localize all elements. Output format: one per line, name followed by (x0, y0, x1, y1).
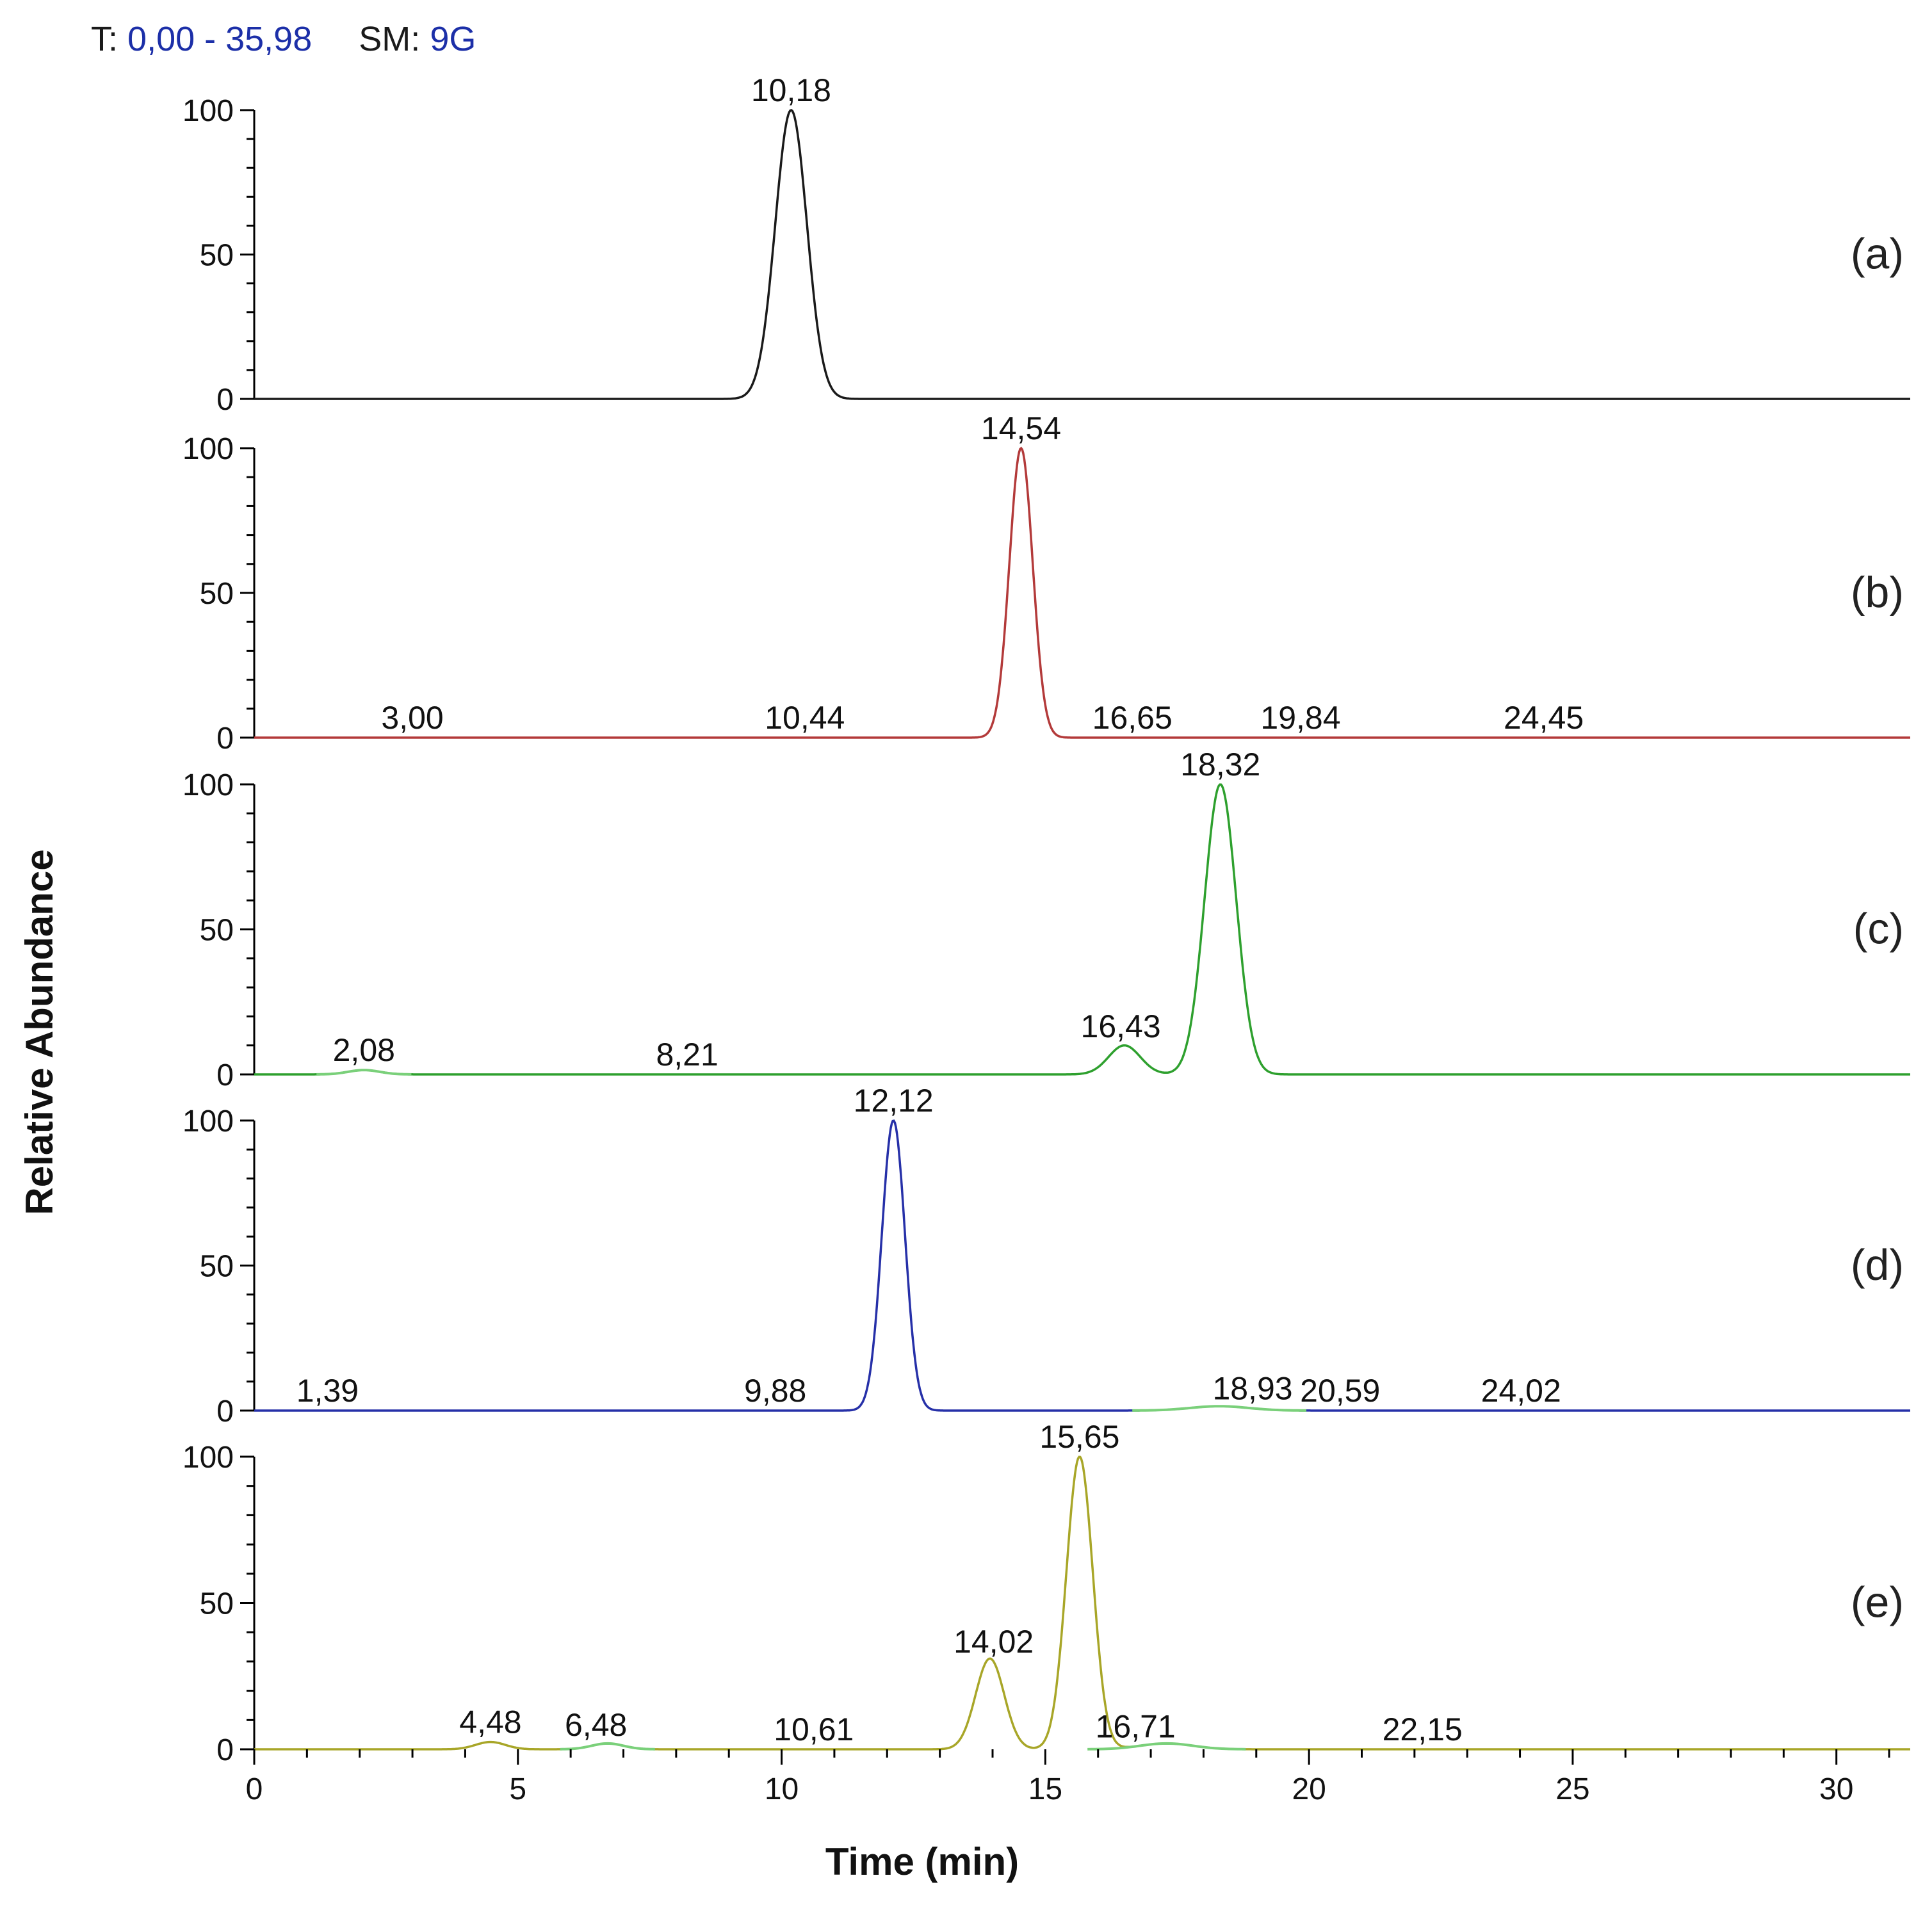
x-tick-label: 10 (765, 1772, 799, 1806)
x-tick-label: 15 (1028, 1772, 1062, 1806)
y-tick-label: 0 (216, 722, 234, 756)
minor-peak-mark (316, 1069, 412, 1076)
peak-rt-label: 16,65 (1092, 700, 1173, 736)
minor-peak-mark (1087, 1742, 1246, 1751)
y-tick-label: 100 (183, 1441, 234, 1475)
y-tick-label: 50 (200, 914, 234, 948)
peak-rt-label: 24,45 (1504, 700, 1584, 736)
panel-tag: (e) (1851, 1578, 1904, 1627)
peak-rt-label: 1,39 (296, 1373, 359, 1409)
peak-rt-label: 24,02 (1481, 1373, 1561, 1409)
peak-rt-label: 16,43 (1081, 1008, 1161, 1044)
y-tick-label: 0 (216, 1733, 234, 1767)
x-tick-label: 0 (246, 1772, 263, 1806)
trace-line (254, 783, 1910, 1076)
x-tick-label: 30 (1819, 1772, 1853, 1806)
peak-rt-label: 14,02 (954, 1624, 1034, 1660)
panel-c: 0 50 100 18,32 16,43 2,08 8,21 (c) (183, 747, 1910, 1092)
rt-range-key: T: (91, 20, 118, 58)
smoothing-value: 9G (430, 20, 476, 58)
panel-tag: (a) (1851, 230, 1904, 279)
rt-range-value: 0,00 - 35,98 (127, 20, 313, 58)
y-tick-label: 100 (183, 1105, 234, 1138)
x-tick-label: 20 (1292, 1772, 1326, 1806)
y-axis-title: Relative Abundance (18, 849, 61, 1215)
peak-rt-label: 18,32 (1180, 747, 1260, 782)
smoothing-key: SM: (359, 20, 421, 58)
y-tick-label: 0 (216, 1395, 234, 1428)
y-tick-label: 50 (200, 1587, 234, 1621)
trace-line (254, 1455, 1910, 1751)
peak-rt-label: 8,21 (656, 1037, 718, 1072)
minor-peak-mark (1132, 1405, 1306, 1412)
peak-rt-label: 6,48 (565, 1707, 627, 1743)
peak-rt-label: 20,59 (1300, 1373, 1380, 1409)
trace-line (254, 109, 1910, 400)
peak-rt-label: 22,15 (1383, 1712, 1463, 1747)
peak-rt-label: 4,48 (459, 1704, 521, 1740)
peak-rt-label: 12,12 (854, 1083, 934, 1119)
trace-line (254, 1119, 1910, 1412)
peak-rt-label: 16,71 (1096, 1708, 1176, 1744)
trace-line (254, 446, 1910, 739)
peak-rt-label: 18,93 (1212, 1370, 1292, 1406)
y-tick-label: 100 (183, 768, 234, 802)
y-tick-label: 50 (200, 1250, 234, 1284)
panel-b: 0 50 100 14,54 3,00 10,44 16,65 19,84 24,45 (b) (183, 410, 1910, 756)
peak-rt-label: 19,84 (1260, 700, 1340, 736)
x-axis: 0 5 10 15 20 25 30 (246, 1749, 1890, 1806)
panel-tag: (b) (1851, 568, 1904, 617)
y-tick-label: 0 (216, 1058, 234, 1092)
peak-rt-label: 2,08 (333, 1032, 395, 1068)
peak-rt-label: 10,44 (765, 700, 845, 736)
y-tick-label: 0 (216, 383, 234, 417)
x-tick-label: 25 (1555, 1772, 1589, 1806)
peak-rt-label: 10,61 (774, 1712, 854, 1747)
peak-rt-label: 15,65 (1039, 1419, 1119, 1455)
acquisition-header: T: 0,00 - 35,98 SM: 9G (91, 19, 476, 59)
y-tick-label: 50 (200, 577, 234, 611)
peak-rt-label: 3,00 (381, 700, 443, 736)
panel-tag: (c) (1853, 905, 1904, 953)
peak-rt-label: 9,88 (744, 1373, 806, 1409)
y-tick-label: 100 (183, 94, 234, 128)
panel-e: 0 50 100 15,65 14,02 4,48 6,48 10,61 16,71 22,15 (… (183, 1419, 1910, 1767)
y-tick-label: 100 (183, 432, 234, 466)
peak-rt-label: 10,18 (751, 72, 831, 108)
panel-d: 0 50 100 12,12 1,39 9,88 18,93 20,59 24,02 (d) (183, 1083, 1910, 1428)
panel-a: 0 50 100 10,18 (a) (183, 72, 1910, 417)
y-tick-label: 50 (200, 239, 234, 273)
x-tick-label: 5 (509, 1772, 526, 1806)
peak-rt-label: 14,54 (981, 410, 1061, 446)
minor-peak-mark (560, 1742, 655, 1751)
panel-tag: (d) (1851, 1241, 1904, 1290)
x-axis-title: Time (min) (825, 1840, 1019, 1883)
